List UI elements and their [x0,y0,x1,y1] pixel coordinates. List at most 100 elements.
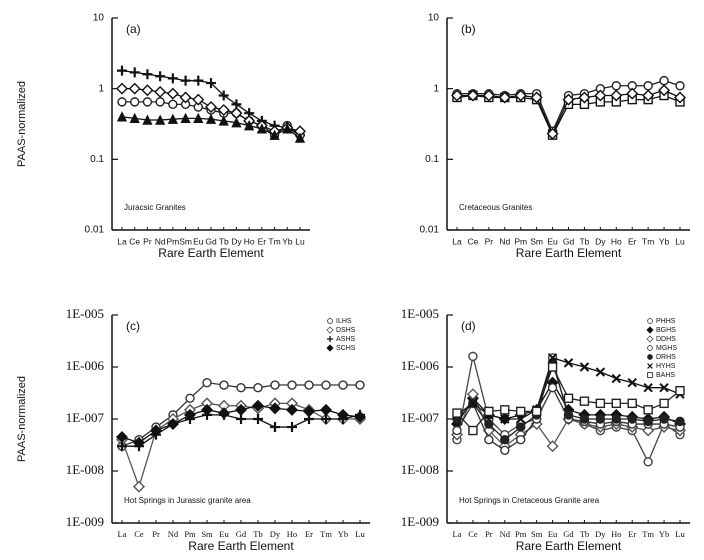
marker [563,410,574,420]
x-tick-label: Nd [155,236,166,246]
marker [484,434,494,445]
y-tick-label: 1E-005 [66,306,104,321]
marker [595,398,606,409]
x-tick-label: Eu [193,236,204,246]
y-tick-label: 0.1 [425,154,439,165]
marker [142,69,153,80]
marker [321,380,331,390]
y-tick-label: 1E-008 [66,462,104,477]
marker [643,382,653,393]
x-tick-label: Pm [514,236,527,246]
marker [531,406,542,417]
x-axis-label: Rare Earth Element [188,539,294,553]
marker [235,403,247,416]
x-tick-label: Ho [611,236,622,246]
panel-label: (b) [461,22,476,36]
y-tick-label: 0.01 [420,225,440,236]
x-tick-label: Ce [134,529,144,539]
marker [626,87,639,100]
x-tick-label: Tm [642,529,654,539]
marker [142,97,153,107]
marker [282,123,293,134]
marker [286,403,298,416]
x-tick-label: Yb [338,529,348,539]
marker [500,445,510,456]
marker [659,382,669,393]
marker [253,382,263,393]
marker [627,377,637,388]
marker [611,398,621,409]
x-tick-label: Sm [530,236,543,246]
x-tick-label: Er [258,236,267,246]
x-tick-label: Tb [219,236,229,246]
marker [500,434,510,445]
marker [500,405,510,415]
marker [675,386,685,396]
x-tick-label: Lu [355,529,365,539]
y-axis-label: PAAS-normalized [16,81,28,167]
marker [206,78,216,89]
x-tick-label: Sm [201,529,213,539]
x-tick-label: La [452,236,462,246]
x-tick-label: Gd [563,529,574,539]
marker [256,123,267,134]
y-tick-label: 10 [93,13,105,24]
marker [236,382,246,393]
y-tick-label: 1E-006 [401,358,440,373]
marker [180,112,191,124]
marker [338,380,348,390]
marker [546,127,559,140]
marker [627,414,637,424]
panel-label: (d) [461,319,476,333]
marker [562,93,575,106]
x-tick-label: Tb [579,236,589,246]
marker [594,89,607,102]
marker [116,431,128,444]
legend-marker [326,326,334,334]
panel-label: (a) [126,22,141,36]
marker [167,418,179,431]
x-tick-label: Gd [205,236,217,246]
marker [354,410,366,423]
marker [269,402,281,415]
y-tick-label: 1E-009 [401,514,439,529]
x-tick-label: Nd [500,529,511,539]
x-tick-label: Er [305,529,313,539]
marker [303,405,315,418]
marker [642,89,655,102]
x-tick-label: Pr [485,529,493,539]
marker [337,408,349,421]
marker [231,117,242,128]
y-tick-label: 0.1 [90,154,104,165]
x-tick-label: Lu [675,236,685,246]
marker [452,408,462,418]
x-tick-label: Tb [580,529,589,539]
marker [168,99,178,110]
x-tick-label: Eu [548,529,558,539]
marker [578,91,591,104]
x-tick-label: Dy [595,236,606,246]
x-tick-label: Sm [179,236,192,246]
marker [294,132,306,143]
x-tick-label: Er [628,529,636,539]
marker [579,362,590,372]
legend-label: BAHS [656,372,675,379]
x-tick-label: Tb [253,529,262,539]
marker [133,436,145,449]
legend-label: DSHS [336,327,356,334]
marker [230,107,243,120]
x-axis-label: Rare Earth Element [516,246,622,260]
marker [468,351,478,362]
marker [484,419,494,429]
x-tick-label: Ho [244,236,255,246]
marker [610,89,623,102]
marker [179,91,192,104]
marker [611,81,621,91]
legend-label: HYHS [656,363,676,370]
marker [287,380,297,390]
y-tick-label: 1E-007 [66,410,105,425]
marker [468,425,478,436]
x-tick-label: Nd [499,236,510,246]
x-tick-label: Gd [236,529,247,539]
